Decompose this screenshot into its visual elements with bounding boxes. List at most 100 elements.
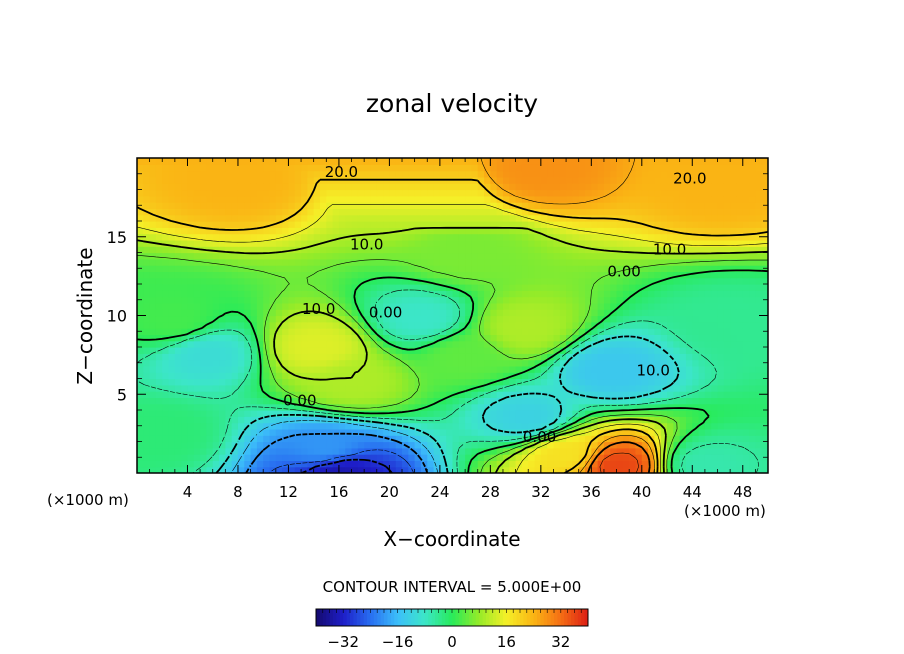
field-cell bbox=[187, 359, 195, 367]
field-cell bbox=[477, 454, 485, 461]
field-cell bbox=[282, 277, 290, 285]
field-cell bbox=[559, 208, 567, 216]
field-cell bbox=[717, 403, 725, 411]
field-cell bbox=[528, 246, 536, 254]
field-cell bbox=[433, 258, 441, 266]
field-cell bbox=[319, 359, 327, 367]
field-cell bbox=[383, 302, 390, 310]
field-cell bbox=[143, 271, 151, 279]
field-cell bbox=[547, 315, 555, 323]
field-cell bbox=[338, 372, 346, 380]
field-cell bbox=[301, 410, 308, 417]
field-cell bbox=[667, 365, 674, 373]
field-cell bbox=[301, 258, 308, 266]
field-cell bbox=[761, 258, 768, 266]
field-cell bbox=[219, 290, 226, 298]
field-cell bbox=[572, 239, 580, 247]
field-cell bbox=[717, 246, 725, 254]
field-cell bbox=[181, 214, 189, 222]
field-cell bbox=[566, 271, 573, 279]
field-cell bbox=[263, 309, 271, 317]
field-cell bbox=[212, 309, 220, 317]
field-cell bbox=[351, 454, 359, 461]
field-cell bbox=[616, 403, 624, 411]
field-cell bbox=[345, 252, 353, 260]
field-cell bbox=[439, 447, 447, 455]
field-cell bbox=[420, 321, 428, 329]
field-cell bbox=[610, 347, 618, 354]
field-cell bbox=[635, 258, 643, 266]
field-cell bbox=[345, 466, 353, 473]
field-cell bbox=[433, 454, 441, 461]
field-cell bbox=[673, 252, 681, 260]
field-cell bbox=[414, 233, 422, 241]
field-cell bbox=[509, 239, 517, 247]
field-cell bbox=[395, 454, 403, 461]
field-cell bbox=[465, 391, 473, 398]
field-cell bbox=[155, 397, 163, 405]
field-cell bbox=[749, 466, 756, 473]
field-cell bbox=[200, 454, 208, 461]
field-cell bbox=[717, 258, 725, 266]
field-cell bbox=[143, 384, 151, 392]
field-cell bbox=[389, 233, 397, 241]
field-cell bbox=[484, 460, 491, 468]
field-cell bbox=[237, 277, 245, 285]
field-cell bbox=[225, 447, 233, 455]
field-cell bbox=[414, 189, 422, 197]
field-cell bbox=[528, 397, 536, 405]
field-cell bbox=[591, 233, 599, 241]
field-cell bbox=[566, 353, 573, 361]
field-cell bbox=[162, 271, 170, 279]
field-cell bbox=[585, 391, 592, 398]
field-cell bbox=[433, 189, 441, 197]
field-cell bbox=[465, 277, 473, 285]
field-cell bbox=[376, 208, 384, 216]
field-cell bbox=[370, 208, 378, 216]
field-cell bbox=[420, 284, 428, 291]
field-cell bbox=[282, 428, 290, 436]
field-cell bbox=[414, 195, 422, 203]
field-cell bbox=[755, 195, 763, 203]
field-cell bbox=[660, 170, 668, 178]
field-cell bbox=[269, 208, 277, 216]
field-cell bbox=[521, 277, 529, 285]
field-cell bbox=[711, 454, 719, 461]
field-cell bbox=[502, 265, 510, 272]
field-cell bbox=[420, 195, 428, 203]
field-cell bbox=[641, 258, 649, 266]
field-cell bbox=[427, 347, 435, 354]
field-cell bbox=[256, 397, 264, 405]
field-cell bbox=[408, 384, 416, 392]
field-cell bbox=[301, 359, 308, 367]
field-cell bbox=[389, 372, 397, 380]
field-cell bbox=[585, 195, 592, 203]
field-cell bbox=[749, 435, 756, 443]
field-cell bbox=[219, 227, 226, 235]
field-cell bbox=[723, 353, 731, 361]
field-cell bbox=[414, 170, 422, 178]
field-cell bbox=[250, 195, 258, 203]
field-cell bbox=[641, 340, 649, 348]
field-cell bbox=[603, 334, 611, 342]
field-cell bbox=[723, 252, 731, 260]
field-cell bbox=[231, 359, 239, 367]
field-cell bbox=[761, 378, 768, 386]
field-cell bbox=[723, 189, 731, 197]
field-cell bbox=[313, 447, 321, 455]
field-cell bbox=[635, 391, 643, 398]
field-cell bbox=[206, 233, 214, 241]
field-cell bbox=[332, 189, 340, 197]
field-cell bbox=[338, 340, 346, 348]
field-cell bbox=[237, 202, 245, 209]
field-cell bbox=[471, 391, 479, 398]
field-cell bbox=[660, 246, 668, 254]
field-cell bbox=[187, 428, 195, 436]
field-cell bbox=[622, 164, 630, 172]
field-cell bbox=[534, 384, 542, 392]
field-cell bbox=[307, 176, 315, 184]
field-cell bbox=[673, 466, 681, 473]
field-cell bbox=[174, 158, 182, 165]
field-cell bbox=[616, 422, 624, 430]
field-cell bbox=[578, 309, 586, 317]
